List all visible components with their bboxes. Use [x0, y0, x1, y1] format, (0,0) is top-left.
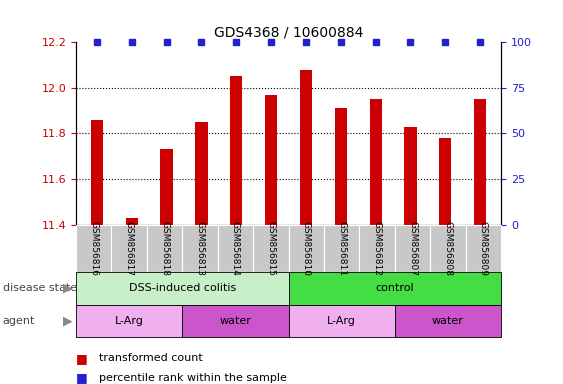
Text: agent: agent — [3, 316, 35, 326]
Bar — [474, 99, 486, 225]
Text: L-Arg: L-Arg — [327, 316, 356, 326]
Text: ■: ■ — [76, 352, 88, 365]
Text: L-Arg: L-Arg — [115, 316, 144, 326]
Text: water: water — [432, 316, 464, 326]
Text: GSM856808: GSM856808 — [444, 221, 453, 276]
Text: GSM856809: GSM856809 — [479, 221, 488, 276]
Text: disease state: disease state — [3, 283, 77, 293]
Text: GSM856807: GSM856807 — [408, 221, 417, 276]
Text: transformed count: transformed count — [99, 353, 202, 363]
Text: percentile rank within the sample: percentile rank within the sample — [99, 372, 287, 382]
Text: GSM856817: GSM856817 — [124, 221, 133, 276]
Text: ▶: ▶ — [62, 314, 73, 328]
Bar — [265, 95, 277, 225]
Bar — [439, 138, 452, 225]
Text: GSM856814: GSM856814 — [231, 221, 240, 276]
Bar — [300, 70, 312, 225]
Bar — [369, 99, 382, 225]
Bar — [126, 218, 138, 225]
Title: GDS4368 / 10600884: GDS4368 / 10600884 — [214, 26, 363, 40]
Bar — [195, 122, 208, 225]
Bar — [404, 127, 417, 225]
Text: water: water — [220, 316, 251, 326]
Text: ▶: ▶ — [62, 282, 73, 295]
Text: GSM856811: GSM856811 — [337, 221, 346, 276]
Text: ■: ■ — [76, 371, 88, 384]
Text: DSS-induced colitis: DSS-induced colitis — [129, 283, 236, 293]
Text: GSM856818: GSM856818 — [160, 221, 169, 276]
Bar — [91, 120, 103, 225]
Text: GSM856816: GSM856816 — [89, 221, 98, 276]
Text: GSM856815: GSM856815 — [266, 221, 275, 276]
Text: GSM856812: GSM856812 — [373, 221, 382, 276]
Text: GSM856813: GSM856813 — [195, 221, 204, 276]
Bar — [230, 76, 243, 225]
Text: GSM856810: GSM856810 — [302, 221, 311, 276]
Bar — [160, 149, 173, 225]
Bar — [334, 108, 347, 225]
Text: control: control — [376, 283, 414, 293]
